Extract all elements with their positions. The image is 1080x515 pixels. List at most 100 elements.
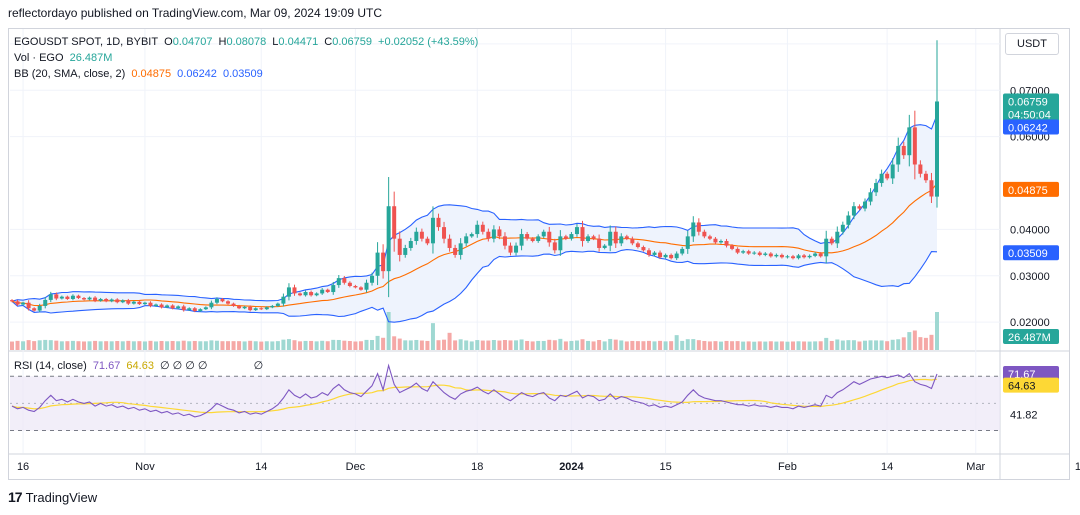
candle-body xyxy=(802,255,807,258)
volume-bar xyxy=(497,340,502,350)
candle-body xyxy=(774,254,779,257)
candle-body xyxy=(824,238,829,257)
bb-upper-badge xyxy=(1003,119,1059,135)
candle-body xyxy=(646,250,651,255)
published-caption: reflectordayo published on TradingView.c… xyxy=(8,6,382,20)
candle-body xyxy=(547,231,552,243)
time-tick-label: Mar xyxy=(966,461,985,473)
candle-body xyxy=(331,285,336,293)
volume-label[interactable]: Vol · EGO xyxy=(14,52,64,64)
candle-body xyxy=(586,236,591,242)
volume-bar xyxy=(286,339,291,350)
volume-bar xyxy=(713,341,718,350)
candle-body xyxy=(226,301,231,304)
volume-bar xyxy=(857,341,862,350)
volume-bar xyxy=(192,340,197,350)
candle-body xyxy=(735,248,740,253)
currency-unit-selector[interactable]: USDT xyxy=(1005,33,1059,55)
time-tick-label: 14 xyxy=(255,461,267,473)
candle-body xyxy=(702,231,707,237)
candle-body xyxy=(76,295,81,299)
tradingview-logo-icon: 17 xyxy=(8,489,23,505)
symbol-title[interactable]: EGOUSDT SPOT, 1D, BYBIT xyxy=(14,36,159,48)
volume-bar xyxy=(768,341,773,350)
bb-label[interactable]: BB (20, SMA, close, 2) xyxy=(14,68,126,80)
candle-body xyxy=(425,238,430,244)
volume-bar xyxy=(580,339,585,350)
rsi-legend: RSI (14, close) 71.67 64.63 ∅ ∅ ∅ ∅ ∅ xyxy=(14,359,266,372)
volume-bar xyxy=(718,341,723,350)
candle-body xyxy=(464,236,469,244)
volume-bar xyxy=(70,340,75,350)
volume-bar xyxy=(491,340,496,350)
close-price-badge-text: 0.06759 xyxy=(1008,96,1048,108)
volume-bar xyxy=(735,341,740,350)
candle-body xyxy=(624,236,629,239)
candle-body xyxy=(26,302,31,309)
candle-body xyxy=(907,127,912,156)
candle-body xyxy=(685,236,690,249)
close-price-badge xyxy=(1003,93,1059,123)
candle-body xyxy=(923,173,928,181)
bb-lower-badge xyxy=(1003,245,1059,261)
volume-bar xyxy=(436,340,441,350)
volume-bar xyxy=(298,341,303,350)
volume-bar xyxy=(37,340,42,350)
candle-body xyxy=(730,245,735,249)
volume-bar xyxy=(652,341,657,350)
volume-bar xyxy=(818,341,823,350)
candle-body xyxy=(259,308,264,310)
candle-body xyxy=(159,304,164,308)
candle-body xyxy=(486,231,491,239)
candle-body xyxy=(137,301,142,305)
ohlc-legend: EGOUSDT SPOT, 1D, BYBIT O0.04707 H0.0807… xyxy=(14,36,481,48)
bb-legend: BB (20, SMA, close, 2) 0.04875 0.06242 0… xyxy=(14,68,266,80)
candle-body xyxy=(591,236,596,239)
volume-bar xyxy=(336,339,341,350)
rsi-label[interactable]: RSI (14, close) xyxy=(14,360,87,372)
candle-body xyxy=(813,253,818,256)
candle-body xyxy=(87,297,92,300)
volume-bar xyxy=(331,339,336,350)
volume-bar xyxy=(342,340,347,350)
volume-bar xyxy=(154,341,159,350)
candle-body xyxy=(408,241,413,248)
volume-bar xyxy=(923,337,928,350)
volume-bar xyxy=(774,341,779,350)
high-value: 0.08078 xyxy=(226,36,267,48)
candle-body xyxy=(790,256,795,259)
volume-bar xyxy=(82,341,87,350)
volume-bar xyxy=(15,340,20,350)
rsi-ma-badge-text: 64.63 xyxy=(1008,381,1036,393)
candle-body xyxy=(896,145,901,165)
tradingview-logo[interactable]: 17 TradingView xyxy=(8,489,97,505)
candle-body xyxy=(347,282,352,286)
candle-body xyxy=(846,215,851,225)
candle-body xyxy=(779,254,784,258)
volume-bar xyxy=(779,341,784,350)
candle-body xyxy=(602,245,607,248)
volume-bar xyxy=(253,341,258,350)
volume-bar xyxy=(281,339,286,350)
candle-body xyxy=(453,247,458,255)
volume-bar xyxy=(248,340,253,350)
candle-body xyxy=(275,303,280,306)
time-tick-label: 18 xyxy=(1075,461,1080,473)
candle-body xyxy=(630,238,635,244)
price-tick-label: 0.04000 xyxy=(1010,224,1050,236)
candle-body xyxy=(480,224,485,232)
candle-body xyxy=(32,308,37,311)
volume-bar xyxy=(790,341,795,350)
candle-body xyxy=(253,308,258,311)
volume-bar xyxy=(115,341,120,350)
rsi-ma-line xyxy=(11,378,938,414)
candle-body xyxy=(320,289,325,294)
candle-body xyxy=(574,227,579,235)
volume-bar xyxy=(685,339,690,350)
volume-bar xyxy=(912,330,917,350)
bb-upper-line xyxy=(11,114,938,302)
volume-bar xyxy=(707,341,712,350)
rsi-extra-values: ∅ ∅ ∅ ∅ xyxy=(160,360,208,372)
candle-body xyxy=(286,287,291,297)
